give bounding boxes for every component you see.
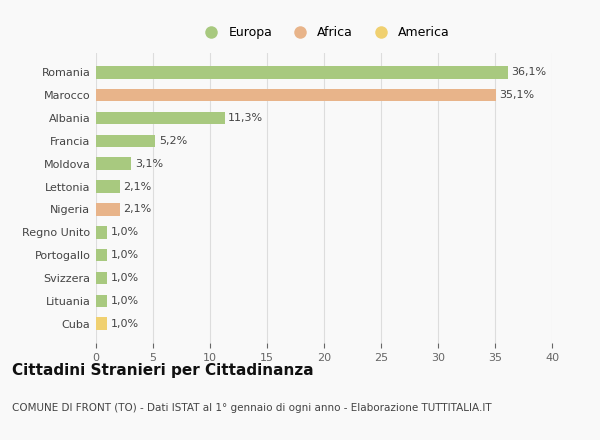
Text: 35,1%: 35,1% [500,90,535,100]
Text: 1,0%: 1,0% [111,227,139,237]
Bar [96,249,107,261]
Bar [96,180,120,193]
Text: 11,3%: 11,3% [228,113,263,123]
Bar [96,135,155,147]
Text: 1,0%: 1,0% [111,296,139,306]
Bar [96,89,496,102]
Bar [96,203,120,216]
Text: 2,1%: 2,1% [124,182,152,191]
Text: 1,0%: 1,0% [111,319,139,329]
Bar [96,158,131,170]
Legend: Europa, Africa, America: Europa, Africa, America [193,21,455,44]
Bar [96,226,107,238]
Text: 2,1%: 2,1% [124,205,152,214]
Text: Cittadini Stranieri per Cittadinanza: Cittadini Stranieri per Cittadinanza [12,363,314,378]
Text: 1,0%: 1,0% [111,273,139,283]
Text: 1,0%: 1,0% [111,250,139,260]
Bar [96,317,107,330]
Bar [96,112,225,124]
Bar [96,66,508,79]
Bar [96,272,107,284]
Text: 36,1%: 36,1% [511,67,546,77]
Text: 3,1%: 3,1% [135,159,163,169]
Text: 5,2%: 5,2% [158,136,187,146]
Text: COMUNE DI FRONT (TO) - Dati ISTAT al 1° gennaio di ogni anno - Elaborazione TUTT: COMUNE DI FRONT (TO) - Dati ISTAT al 1° … [12,403,491,413]
Bar [96,294,107,307]
